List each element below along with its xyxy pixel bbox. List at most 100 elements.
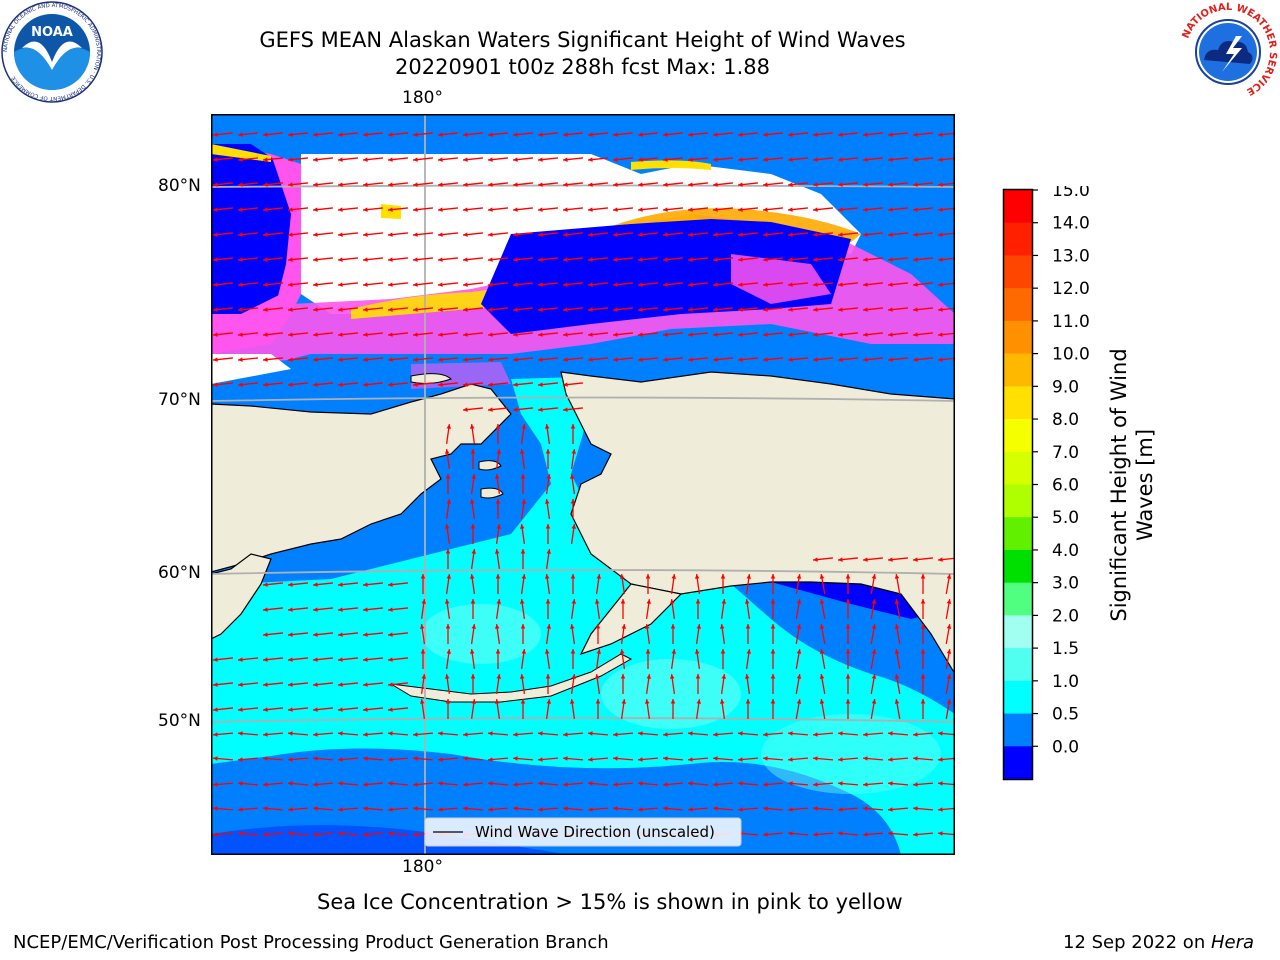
wave-arrow-head	[444, 524, 450, 529]
wave-arrow-head	[663, 157, 668, 162]
wave-arrow-head	[663, 257, 668, 262]
wave-arrow-head	[438, 282, 443, 287]
wave-arrow-head	[763, 782, 768, 787]
wave-arrow-head	[263, 357, 268, 362]
wave-arrow-head	[845, 699, 851, 704]
wave-arrow-head	[913, 732, 918, 737]
wave-arrow-head	[788, 182, 793, 187]
wave-arrow-head	[338, 257, 343, 262]
wave-arrow-head	[913, 132, 918, 137]
svg-text:Wind Wave Direction (unscaled): Wind Wave Direction (unscaled)	[475, 823, 715, 841]
wave-arrow-head	[670, 624, 676, 629]
wave-arrow-head	[388, 157, 393, 162]
wave-arrow-head	[488, 382, 493, 387]
wave-arrow-head	[863, 832, 868, 837]
svg-text:Waves [m]: Waves [m]	[1133, 429, 1157, 541]
wave-arrow-head	[288, 807, 293, 812]
wave-arrow-head	[363, 756, 368, 761]
wave-arrow-head	[770, 674, 776, 679]
wave-arrow-head	[513, 257, 518, 262]
wave-arrow-head	[238, 157, 243, 162]
wave-arrow-head	[888, 557, 893, 562]
wave-arrow-head	[871, 649, 877, 654]
wave-arrow-head	[938, 132, 943, 137]
footer-date: 12 Sep 2022 on	[1063, 932, 1206, 953]
wave-arrow-head	[413, 832, 418, 837]
wave-arrow-head	[263, 307, 268, 312]
wave-arrow-head	[363, 207, 368, 212]
wave-arrow-head	[738, 781, 743, 786]
wave-arrow-head	[763, 332, 768, 337]
wave-arrow-head	[338, 232, 343, 237]
wave-arrow-head	[413, 257, 418, 262]
wave-arrow-head	[746, 649, 752, 654]
wave-arrow-head	[421, 599, 427, 604]
wave-arrow-head	[913, 307, 918, 312]
wave-arrow-head	[845, 624, 851, 629]
wave-arrow-head	[738, 807, 743, 812]
wave-arrow-head	[913, 332, 918, 337]
wave-arrow-head	[471, 624, 477, 629]
wave-arrow-head	[569, 699, 575, 704]
wave-arrow-head	[738, 132, 743, 137]
wave-arrow-head	[863, 157, 868, 162]
wave-arrow-head	[588, 282, 593, 287]
wave-arrow-head	[663, 732, 668, 737]
wave-arrow-head	[688, 757, 693, 762]
wave-arrow-head	[313, 157, 318, 162]
wave-arrow-head	[838, 831, 843, 836]
wave-arrow-head	[388, 607, 393, 612]
wave-arrow-head	[338, 332, 343, 337]
wave-arrow-head	[238, 207, 243, 212]
wave-arrow-head	[363, 682, 368, 687]
wave-arrow-head	[313, 132, 318, 137]
wave-arrow-head	[238, 382, 243, 387]
wave-arrow-head	[496, 449, 502, 454]
wave-arrow-head	[313, 232, 318, 237]
wave-arrow-head	[763, 132, 768, 137]
wave-arrow-head	[688, 157, 693, 162]
wave-arrow-head	[838, 307, 843, 312]
wave-arrow-head	[588, 182, 593, 187]
wave-arrow-head	[720, 574, 726, 579]
wave-arrow-head	[238, 282, 243, 287]
wave-arrow-head	[813, 756, 818, 761]
wave-arrow-head	[819, 624, 825, 629]
wave-arrow-head	[619, 574, 625, 579]
wave-arrow-head	[863, 557, 868, 562]
wave-arrow-head	[388, 232, 393, 237]
wave-arrow-head	[669, 599, 675, 604]
wave-arrow-head	[845, 599, 851, 604]
wave-arrow-head	[946, 649, 952, 654]
wave-arrow-head	[463, 407, 468, 412]
wave-arrow-head	[213, 756, 218, 761]
wave-arrow-head	[619, 649, 625, 654]
wave-arrow-head	[763, 732, 768, 737]
wave-arrow-head	[488, 282, 493, 287]
wave-arrow-head	[746, 574, 752, 579]
wave-arrow-head	[238, 232, 243, 237]
wave-arrow-head	[213, 782, 218, 787]
wave-arrow-head	[419, 624, 425, 629]
wave-arrow-head	[863, 282, 868, 287]
wave-arrow-head	[495, 424, 501, 429]
wave-arrow-head	[338, 632, 343, 637]
wave-arrow-head	[838, 731, 843, 736]
wave-arrow-head	[813, 232, 818, 237]
wave-arrow-head	[788, 332, 793, 337]
lat-label-50: 50°N	[158, 711, 201, 731]
wave-arrow-head	[920, 699, 926, 704]
wave-arrow-head	[288, 157, 293, 162]
wave-arrow-head	[413, 782, 418, 787]
wave-arrow-head	[413, 132, 418, 137]
wave-arrow-head	[688, 132, 693, 137]
wave-arrow-head	[588, 307, 593, 312]
wave-arrow-head	[495, 499, 501, 504]
wave-arrow-head	[288, 707, 293, 712]
wave-arrow-head	[488, 182, 493, 187]
wave-arrow-head	[663, 182, 668, 187]
wave-arrow-head	[571, 449, 577, 454]
wave-arrow-head	[513, 182, 518, 187]
colorbar-segment	[1004, 320, 1032, 355]
wave-arrow-head	[420, 649, 426, 654]
